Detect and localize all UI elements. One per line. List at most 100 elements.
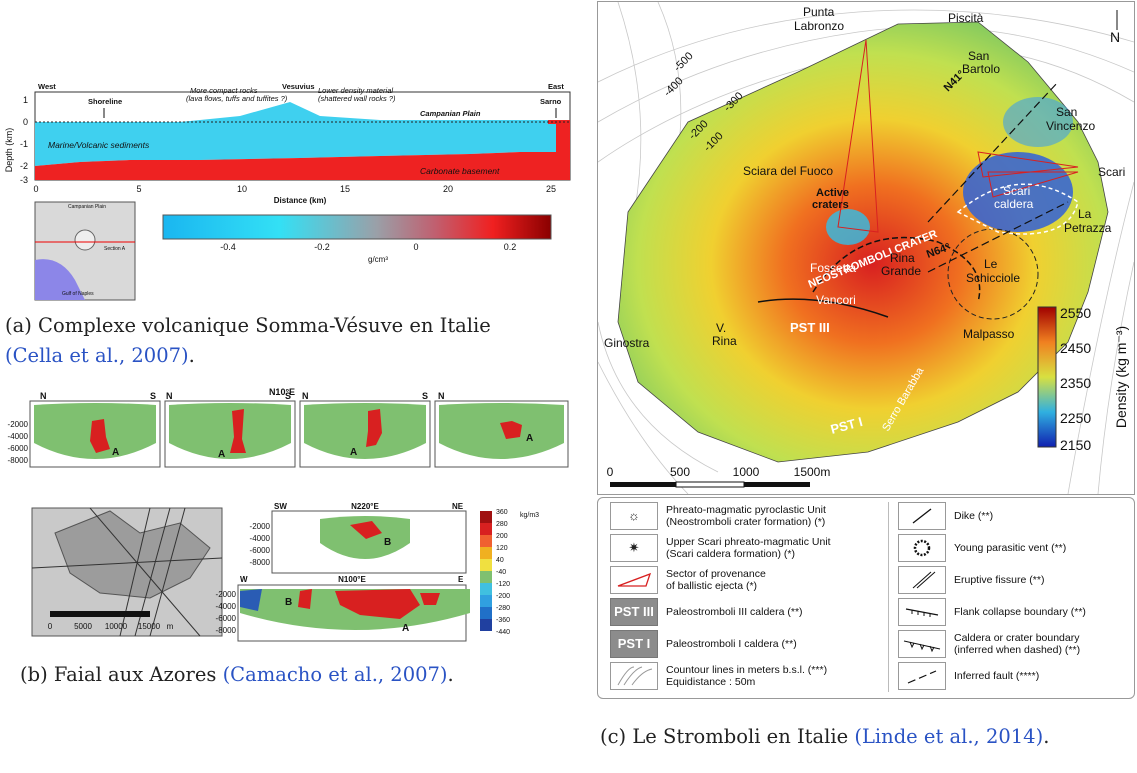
place-v-rina: V.	[716, 321, 726, 335]
panel-b-b: B	[285, 597, 292, 608]
panel-c-cbtick: 2350	[1060, 375, 1091, 391]
panel-a-east: East	[548, 82, 564, 91]
panel-b-colorbar	[480, 511, 492, 631]
panel-a-inset-campanian: Campanian Plain	[68, 204, 106, 210]
panel-b-cbtick: -120	[496, 581, 510, 588]
legend-item: ✷ Upper Scari phreato-magmatic Unit (Scar…	[610, 534, 831, 562]
caption-b: (b) Faial aux Azores (Camacho et al., 20…	[20, 660, 580, 690]
place-rina-grande: Grande	[881, 264, 921, 278]
panel-c-cbtick: 2450	[1060, 340, 1091, 356]
panel-a-inset-gulf: Gulf of Naples	[62, 291, 94, 297]
panel-b-n: N	[166, 391, 173, 401]
panel-a-xtick: 25	[546, 184, 556, 194]
panel-b-a: A	[218, 449, 225, 460]
legend-item: Inferred fault (****)	[898, 662, 1039, 690]
legend-item: ☼ Phreato-magmatic pyroclastic Unit (Neos…	[610, 502, 826, 530]
legend-text: Sector of provenance	[666, 568, 766, 580]
sector-icon	[610, 566, 658, 594]
panel-b-ytick: -6000	[216, 614, 237, 623]
place-sciara: Sciara del Fuoco	[743, 164, 833, 178]
star-icon: ✷	[610, 534, 658, 562]
panel-c-scale: 1500m	[794, 465, 831, 479]
panel-b-scale: 0	[48, 622, 53, 631]
panel-b-ytick: -2000	[216, 590, 237, 599]
legend-item: PST III Paleostromboli III caldera (**)	[610, 598, 803, 626]
place-scari: Scari	[1098, 165, 1125, 179]
contour-label: -400	[662, 75, 686, 99]
panel-a-cbtick: 0.2	[504, 242, 517, 252]
north-arrow-icon: N	[1110, 29, 1120, 45]
place-active-craters: Active	[816, 187, 849, 199]
caption-b-cite[interactable]: (Camacho et al., 2007)	[223, 663, 448, 686]
place-punta: Punta	[803, 5, 835, 19]
dike-icon	[898, 502, 946, 530]
caption-a-cite[interactable]: (Cella et al., 2007)	[5, 344, 189, 367]
panel-a-cbtick: -0.2	[314, 242, 330, 252]
place-rina-grande: Rina	[890, 251, 915, 265]
panel-a-ytick: 1	[23, 95, 28, 105]
legend-item: Young parasitic vent (**)	[898, 534, 1066, 562]
panel-b-ytick: -6000	[250, 546, 271, 555]
place-piscita: Piscità	[948, 11, 984, 25]
caption-c-prefix: (c) Le Stromboli en Italie	[600, 725, 848, 748]
panel-b-n: N	[302, 391, 309, 401]
legend-text: (Scari caldera formation) (*)	[666, 548, 795, 560]
panel-a-cbunit: g/cm³	[368, 255, 388, 264]
caption-b-suffix: .	[448, 663, 454, 686]
place-le-schicciole: Le	[984, 257, 998, 271]
panel-b-e: E	[458, 575, 464, 584]
legend-text: Equidistance : 50m	[666, 676, 755, 688]
panel-b-a: A	[112, 447, 119, 458]
pst3-icon: PST III	[610, 598, 658, 626]
panel-b-cbunit: kg/m3	[520, 512, 539, 519]
panel-b-sw: SW	[274, 502, 287, 511]
caption-c-cite[interactable]: (Linde et al., 2014)	[854, 725, 1043, 748]
panel-b-cbtick: 360	[496, 509, 508, 516]
vent-icon	[898, 534, 946, 562]
panel-c-cbtitle: Density (kg m⁻³)	[1113, 326, 1129, 428]
panel-b-cbtick: -40	[496, 569, 506, 576]
fault-icon	[898, 662, 946, 690]
panel-b-scale: 10000	[105, 622, 128, 631]
contour-icon	[610, 662, 658, 690]
place-malpasso: Malpasso	[963, 327, 1015, 341]
place-san-bartolo: San	[968, 49, 989, 63]
legend-item: Sector of provenance of ballistic ejecta …	[610, 566, 766, 594]
place-san-vincenzo: Vincenzo	[1046, 119, 1095, 133]
panel-b-ytick: -2000	[8, 420, 29, 429]
panel-b-cbtick: 200	[496, 533, 508, 540]
panel-a-lowdens2: (shattered wall rocks ?)	[318, 94, 396, 103]
legend-text: Inferred fault (****)	[954, 670, 1039, 682]
panel-a-inset-section: Section A	[104, 246, 126, 252]
caption-b-prefix: (b) Faial aux Azores	[20, 663, 216, 686]
place-active-craters: craters	[812, 199, 849, 211]
panel-a-xtick: 15	[340, 184, 350, 194]
panel-b-cbtick: 40	[496, 557, 504, 564]
panel-b-ytick: -2000	[250, 522, 271, 531]
legend-text: of ballistic ejecta (*)	[666, 580, 757, 592]
place-la-petrazza: Petrazza	[1064, 221, 1112, 235]
legend-text: Upper Scari phreato-magmatic Unit	[666, 536, 831, 548]
panel-c-cbtick: 2550	[1060, 305, 1091, 321]
panel-b-a: A	[350, 447, 357, 458]
panel-c-scale: 500	[670, 465, 690, 479]
panel-b-ytick: -4000	[216, 602, 237, 611]
panel-b-scale: 5000	[74, 622, 92, 631]
caption-a-prefix: (a) Complexe volcanique Somma-Vésuve en …	[5, 314, 491, 337]
legend-text: Paleostromboli III caldera (**)	[666, 606, 803, 618]
legend-text: Caldera or crater boundary	[954, 632, 1079, 644]
panel-b-cbtick: -200	[496, 593, 510, 600]
panel-b-title-bot: N100°E	[338, 575, 366, 584]
legend-text: Flank collapse boundary (**)	[954, 606, 1086, 618]
panel-b-a: A	[402, 623, 409, 634]
caption-c: (c) Le Stromboli en Italie (Linde et al.…	[600, 722, 1136, 752]
legend-item: Countour lines in meters b.s.l. (***) Equ…	[610, 662, 827, 690]
panel-b-n: N	[438, 391, 445, 401]
panel-a-ytick: -1	[20, 139, 28, 149]
panel-a-sarno: Sarno	[540, 97, 562, 106]
place-san-vincenzo: San	[1056, 105, 1077, 119]
panel-a-campanian: Campanian Plain	[420, 109, 481, 118]
place-v-rina: Rina	[712, 334, 737, 348]
panel-b-ne: NE	[452, 502, 464, 511]
panel-b-cbtick: -280	[496, 605, 510, 612]
